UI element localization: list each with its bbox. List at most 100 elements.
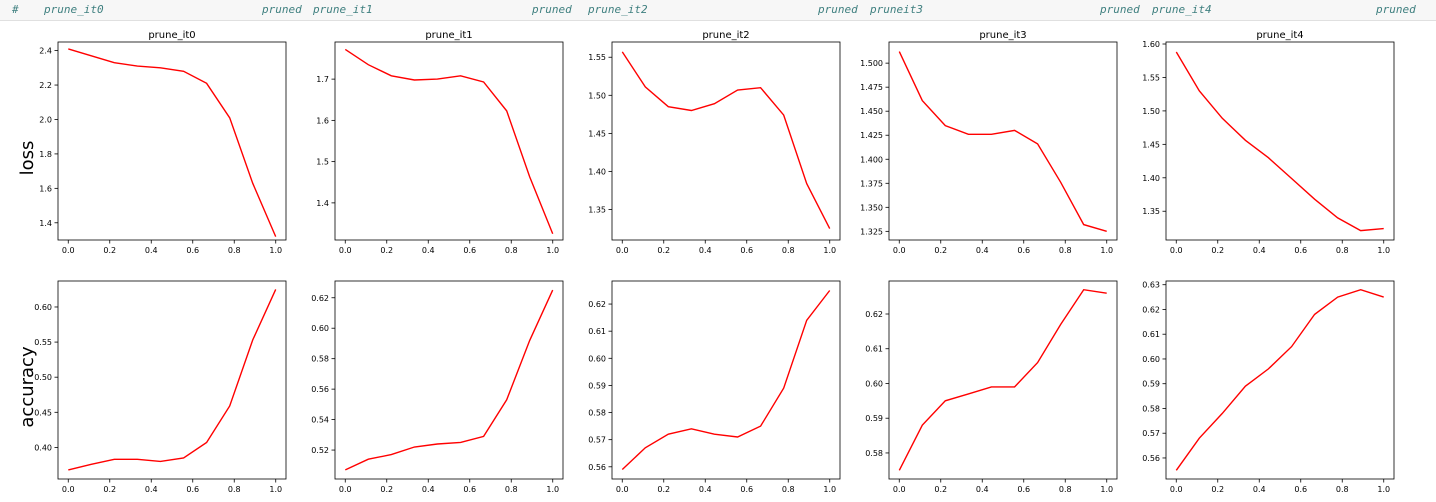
y-tick-label: 0.60 [1142, 355, 1160, 364]
y-tick-label: 2.2 [39, 81, 52, 90]
y-tick-label: 1.40 [1142, 174, 1160, 183]
y-tick-label: 1.400 [860, 155, 883, 164]
y-tick-label: 0.61 [1142, 330, 1160, 339]
y-tick-label: 0.56 [1142, 454, 1160, 463]
x-tick-label: 0.8 [228, 246, 241, 255]
series-line [621, 290, 831, 471]
code-flag-0: pruned [262, 3, 302, 16]
y-tick-label: 0.59 [588, 381, 606, 390]
y-tick-label: 2.0 [39, 115, 52, 124]
y-tick-label: 0.61 [588, 327, 606, 336]
x-tick-label: 1.0 [1377, 246, 1390, 255]
y-tick-label: 1.35 [1142, 207, 1160, 216]
x-tick-label: 1.0 [823, 246, 836, 255]
x-tick-label: 0.8 [1336, 246, 1349, 255]
plot-frame [611, 41, 841, 241]
subplot-title: prune_it0 [148, 30, 195, 41]
y-tick-label: 0.62 [311, 294, 329, 303]
y-tick-label: 0.60 [311, 324, 329, 333]
series-line [898, 288, 1107, 471]
subplot-accuracy-1: 0.0 0.2 0.4 0.6 0.8 1.0 0.52 0.54 0.56 0.58 0.60 0.… [311, 280, 564, 494]
y-tick-label: 0.63 [1142, 281, 1160, 290]
y-tick-label: 1.50 [588, 91, 606, 100]
y-tick-label: 0.56 [311, 385, 329, 394]
y-tick-label: 0.62 [1142, 305, 1160, 314]
x-tick-label: 0.8 [1059, 246, 1072, 255]
y-tick-label: 0.62 [588, 300, 606, 309]
x-tick-label: 0.2 [1211, 485, 1224, 494]
y-tick-label: 0.59 [1142, 380, 1160, 389]
subplot-loss-2: prune_it2 0.0 0.2 0.4 0.6 0.8 1.0 1.35 1.40 1.45 1… [588, 30, 841, 255]
x-tick-label: 0.6 [186, 485, 199, 494]
y-tick-label: 0.57 [588, 436, 606, 445]
y-tick-label: 0.55 [34, 338, 52, 347]
subplot-title: prune_it2 [702, 30, 749, 41]
y-tick-label: 0.58 [311, 355, 329, 364]
y-tick-label: 0.40 [34, 443, 52, 452]
x-tick-label: 0.4 [422, 485, 435, 494]
code-flag-4: pruned [1376, 3, 1416, 16]
x-tick-label: 0.2 [380, 246, 393, 255]
series-line [1175, 51, 1384, 232]
y-tick-label: 1.6 [39, 184, 52, 193]
plot-frame [57, 41, 287, 241]
x-tick-label: 0.8 [505, 246, 518, 255]
series-line [345, 289, 554, 471]
y-tick-label: 0.52 [311, 446, 329, 455]
plot-frame [888, 280, 1118, 480]
x-tick-label: 1.0 [546, 485, 559, 494]
series-line [68, 289, 277, 471]
y-tick-label: 1.350 [860, 203, 883, 212]
series-line [898, 51, 1107, 232]
code-label-3: pruneit3 [870, 3, 923, 16]
code-flag-2: pruned [818, 3, 858, 16]
x-tick-label: 0.2 [1211, 246, 1224, 255]
y-tick-label: 1.55 [588, 53, 606, 62]
code-line: # prune_it0 pruned prune_it1 pruned prun… [0, 0, 1436, 21]
code-label-2: prune_it2 [588, 3, 648, 16]
x-tick-label: 1.0 [269, 485, 282, 494]
x-tick-label: 0.4 [699, 246, 712, 255]
x-tick-label: 0.8 [505, 485, 518, 494]
y-tick-label: 1.7 [316, 75, 329, 84]
x-tick-label: 0.6 [1294, 485, 1307, 494]
y-tick-label: 1.375 [860, 179, 883, 188]
x-tick-label: 0.2 [657, 246, 670, 255]
x-tick-label: 0.2 [380, 485, 393, 494]
subplot-loss-1: prune_it1 0.0 0.2 0.4 0.6 0.8 1.0 1.4 1.5 1.6 1.7 [316, 30, 564, 255]
y-tick-label: 0.58 [588, 409, 606, 418]
y-tick-label: 1.6 [316, 116, 329, 125]
y-tick-label: 1.45 [1142, 140, 1160, 149]
subplot-loss-0: prune_it0 0.0 0.2 0.4 0.6 0.8 1.0 1.4 1.6 1.8 2.0 2… [39, 30, 287, 255]
y-tick-label: 1.50 [1142, 107, 1160, 116]
x-tick-label: 0.6 [463, 485, 476, 494]
subplot-loss-4: prune_it4 0.0 0.2 0.4 0.6 0.8 1.0 1.35 1.40 1.45 1… [1142, 30, 1395, 255]
code-label-0: prune_it0 [44, 3, 104, 16]
x-tick-label: 1.0 [1377, 485, 1390, 494]
series-line [621, 51, 831, 229]
x-tick-label: 0.0 [893, 485, 906, 494]
y-tick-label: 1.4 [39, 219, 52, 228]
x-tick-label: 0.6 [463, 246, 476, 255]
y-tick-label: 0.60 [865, 379, 883, 388]
y-tick-label: 1.5 [316, 158, 329, 167]
x-tick-label: 0.0 [1170, 246, 1183, 255]
plot-frame [1165, 280, 1395, 480]
x-tick-label: 0.0 [62, 246, 75, 255]
x-tick-label: 1.0 [1100, 246, 1113, 255]
x-tick-label: 0.2 [103, 485, 116, 494]
y-tick-label: 0.54 [311, 416, 329, 425]
series-line [68, 48, 277, 237]
plot-frame [888, 41, 1118, 241]
y-tick-label: 0.62 [865, 310, 883, 319]
row-label-loss: loss [17, 141, 38, 176]
x-tick-label: 0.6 [740, 246, 753, 255]
y-tick-label: 1.8 [39, 150, 52, 159]
y-tick-label: 0.50 [34, 373, 52, 382]
x-tick-label: 0.8 [1059, 485, 1072, 494]
y-tick-label: 0.56 [588, 463, 606, 472]
subplot-accuracy-3: 0.0 0.2 0.4 0.6 0.8 1.0 0.58 0.59 0.60 0.61 0.62 [865, 280, 1118, 494]
x-tick-label: 0.2 [934, 485, 947, 494]
plot-frame [611, 280, 841, 480]
plot-frame [334, 41, 564, 241]
